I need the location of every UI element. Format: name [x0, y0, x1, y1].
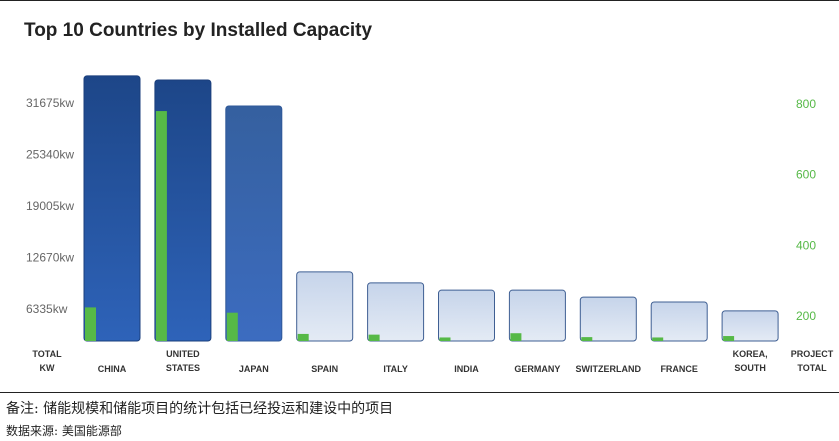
left-tick-label: 19005kw	[26, 199, 74, 213]
left-axis-title: KW	[40, 363, 55, 373]
category-label: SOUTH	[734, 363, 766, 373]
category-label: STATES	[166, 363, 200, 373]
category-label: GERMANY	[514, 364, 560, 374]
category-label: KOREA,	[733, 349, 768, 359]
left-tick-label: 31675kw	[26, 96, 74, 110]
bar-total-kw	[83, 75, 141, 342]
bar-project-total	[652, 337, 664, 341]
category-label: UNITED	[166, 349, 200, 359]
right-tick-label: 800	[796, 97, 816, 111]
category-label: JAPAN	[239, 364, 269, 374]
left-tick-label: 6335kw	[26, 302, 68, 316]
bars	[83, 75, 779, 342]
bar-total-kw	[438, 289, 495, 342]
bar-total-kw	[154, 79, 212, 342]
right-tick-label: 600	[796, 168, 816, 182]
bar-project-total	[439, 337, 451, 341]
top-border	[0, 0, 839, 1]
category-label: FRANCE	[660, 364, 698, 374]
category-label: SWITZERLAND	[576, 364, 642, 374]
bar-project-total	[226, 312, 238, 341]
bar-total-kw	[367, 282, 425, 342]
bar-project-total	[155, 111, 167, 341]
bar-total-kw	[296, 271, 354, 342]
right-axis-ticks: 200 400 600 800	[796, 97, 816, 323]
right-axis-title: PROJECT	[791, 349, 834, 359]
left-axis-title: TOTAL	[32, 349, 62, 359]
bar-chart: 6335kw 12670kw 19005kw 25340kw 31675kw 200 40…	[26, 75, 834, 374]
bar-project-total	[368, 334, 380, 341]
right-tick-label: 200	[796, 309, 816, 323]
footer-note: 备注: 储能规模和储能项目的统计包括已经投运和建设中的项目	[6, 401, 394, 417]
left-axis-ticks: 6335kw 12670kw 19005kw 25340kw 31675kw	[26, 96, 74, 316]
category-label: ITALY	[383, 364, 408, 374]
bar-project-total	[581, 337, 593, 341]
category-labels: CHINA UNITED STATES JAPAN SPAIN ITALY INDIA GER…	[98, 349, 768, 374]
footer-source: 数据来源: 美国能源部	[6, 424, 122, 438]
bar-project-total	[723, 336, 735, 341]
bar-total-kw	[508, 289, 566, 342]
bar-total-kw	[225, 105, 283, 342]
footer-divider	[0, 392, 839, 393]
bar-project-total	[510, 333, 522, 341]
category-label: CHINA	[98, 364, 127, 374]
category-label: SPAIN	[311, 364, 338, 374]
chart-title: Top 10 Countries by Installed Capacity	[24, 20, 373, 41]
bar-project-total	[85, 307, 96, 341]
bar-project-total	[297, 333, 309, 341]
right-axis-title: TOTAL	[797, 363, 827, 373]
left-tick-label: 25340kw	[26, 147, 74, 161]
category-label: INDIA	[454, 364, 479, 374]
axis-titles: TOTAL KW PROJECT TOTAL	[32, 349, 833, 373]
left-tick-label: 12670kw	[26, 250, 74, 264]
bar-total-kw	[721, 310, 779, 342]
bar-total-kw	[650, 301, 708, 342]
bar-total-kw	[579, 296, 637, 342]
right-tick-label: 400	[796, 238, 816, 252]
